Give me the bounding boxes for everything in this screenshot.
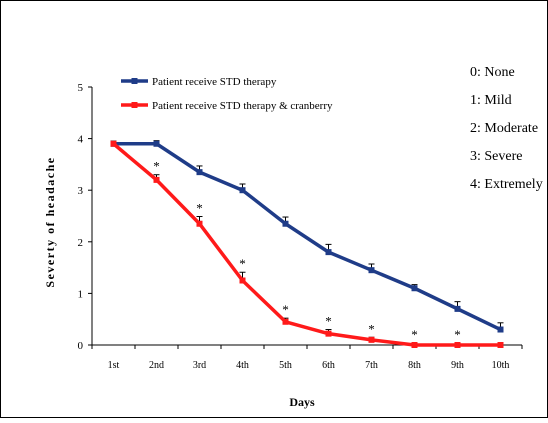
- legend: Patient receive STD therapy Patient recei…: [121, 76, 333, 112]
- data-point: [239, 187, 246, 194]
- y-axis-label: Severty of headache: [43, 156, 57, 287]
- x-tick-label: 9th: [451, 360, 464, 371]
- severity-scale-key: 0: None 1: Mild 2: Moderate 3: Severe 4: Ext…: [470, 65, 543, 192]
- x-tick-label: 4th: [236, 360, 249, 371]
- data-point: [282, 318, 289, 325]
- data-point: [153, 176, 160, 183]
- scale-key-item: 0: None: [470, 65, 515, 80]
- legend-marker-1: [131, 78, 138, 84]
- series-line-2: [112, 142, 501, 347]
- data-point: [497, 326, 504, 333]
- data-point: [153, 140, 160, 147]
- data-point: [368, 336, 375, 343]
- series-layer: * * * * * * * *: [110, 140, 504, 348]
- significance-marker: *: [368, 321, 375, 336]
- series-line-1: [113, 142, 502, 332]
- y-tick-label: 5: [78, 82, 84, 94]
- data-point: [411, 285, 418, 292]
- data-point: [282, 220, 289, 227]
- data-point: [454, 305, 461, 312]
- x-tick-label: 5th: [279, 360, 292, 371]
- y-tick-label: 4: [78, 134, 84, 146]
- x-tick-label: 1st: [108, 360, 120, 371]
- x-tick-label: 7th: [365, 360, 378, 371]
- y-tick-label: 3: [78, 185, 84, 197]
- y-tick-label: 0: [78, 340, 84, 352]
- data-point: [325, 330, 332, 337]
- x-tick-label: 3rd: [193, 360, 206, 371]
- legend-marker-2: [131, 102, 138, 108]
- x-tick-label: 2nd: [149, 360, 164, 371]
- y-tick-label: 2: [78, 237, 84, 249]
- x-tick-label: 8th: [408, 360, 421, 371]
- data-point: [196, 220, 203, 227]
- data-point: [196, 169, 203, 176]
- scale-key-item: 2: Moderate: [470, 121, 538, 136]
- significance-marker: *: [325, 314, 332, 329]
- significance-marker: *: [411, 327, 418, 342]
- data-point: [411, 342, 418, 348]
- data-point: [454, 342, 461, 348]
- legend-label-2: Patient receive STD therapy & cranberry: [152, 100, 333, 112]
- x-tick-label: 10th: [492, 360, 510, 371]
- x-axis-label: Days: [289, 395, 315, 409]
- significance-marker: *: [239, 256, 246, 271]
- y-tick-label: 1: [78, 288, 84, 300]
- legend-label-1: Patient receive STD therapy: [152, 76, 277, 88]
- data-point: [239, 277, 246, 284]
- data-point: [110, 140, 117, 147]
- data-point: [497, 342, 504, 348]
- significance-marker: *: [282, 302, 289, 317]
- scale-key-item: 3: Severe: [470, 149, 522, 164]
- significance-marker: *: [153, 159, 160, 174]
- scale-key-item: 1: Mild: [470, 93, 512, 108]
- significance-marker: *: [196, 201, 203, 216]
- scale-key-item: 4: Extremely: [470, 177, 543, 192]
- data-point: [325, 249, 332, 256]
- data-point: [368, 267, 375, 274]
- x-tick-label: 6th: [322, 360, 335, 371]
- significance-marker: *: [454, 327, 461, 342]
